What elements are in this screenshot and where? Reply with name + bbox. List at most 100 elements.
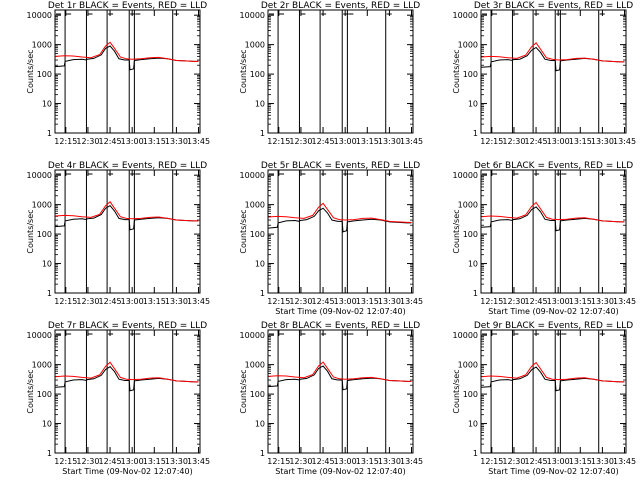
x-tick-label: 12:45 [525, 297, 548, 306]
plot-frame [54, 9, 201, 134]
y-tick-label: 10 [255, 100, 265, 109]
x-tick-label: 13:30 [378, 457, 401, 466]
y-tick-label: 1 [473, 449, 478, 458]
series-events-line [55, 366, 199, 392]
x-tick-label: 13:00 [547, 457, 570, 466]
x-tick-label: 13:15 [143, 137, 166, 146]
x-tick-label: 12:45 [312, 457, 335, 466]
chart-title: Det 9r BLACK = Events, RED = LLD [474, 321, 633, 331]
chart-panel-7: Det 7r BLACK = Events, RED = LLD 1 10 100 10… [26, 321, 210, 476]
x-tick-label: 13:45 [400, 457, 423, 466]
y-tick-label: 10000 [27, 331, 52, 340]
y-tick-label: 1000 [245, 361, 265, 370]
x-tick-label: 13:00 [121, 137, 144, 146]
x-tick-label: 13:15 [143, 457, 166, 466]
x-tick-label: 12:45 [99, 297, 122, 306]
chart-title: Det 2r BLACK = Events, RED = LLD [261, 1, 420, 11]
chart-title: Det 1r BLACK = Events, RED = LLD [48, 1, 207, 11]
series-events-line [268, 365, 412, 391]
x-axis-label: Start Time (09-Nov-02 12:07:40) [275, 467, 405, 476]
chart-title: Det 7r BLACK = Events, RED = LLD [48, 321, 207, 331]
y-axis-label: Counts/sec [26, 49, 35, 93]
x-tick-label: 12:30 [76, 137, 99, 146]
x-tick-label: 12:15 [267, 457, 290, 466]
x-tick-label: 13:15 [356, 137, 379, 146]
x-tick-label: 12:45 [525, 457, 548, 466]
chart-title: Det 5r BLACK = Events, RED = LLD [261, 161, 420, 171]
x-tick-label: 13:45 [187, 297, 210, 306]
chart-panel-1: Det 1r BLACK = Events, RED = LLD 1 10 100 10… [26, 1, 210, 146]
y-axis-label: Counts/sec [452, 209, 461, 253]
y-tick-label: 10000 [240, 11, 265, 20]
y-tick-label: 1000 [245, 201, 265, 210]
y-tick-label: 10000 [453, 171, 478, 180]
x-tick-label: 13:30 [378, 137, 401, 146]
y-tick-label: 10 [468, 260, 478, 269]
y-tick-label: 1 [47, 449, 52, 458]
plot-frame [54, 329, 201, 454]
y-tick-label: 10 [42, 260, 52, 269]
x-tick-label: 13:30 [165, 297, 188, 306]
y-tick-label: 100 [250, 70, 265, 79]
chart-panel-5: Det 5r BLACK = Events, RED = LLD 1 10 100 10… [239, 161, 423, 316]
x-tick-label: 13:15 [569, 137, 592, 146]
series-lld-line [55, 201, 199, 222]
y-tick-label: 1 [260, 449, 265, 458]
y-axis-label: Counts/sec [26, 369, 35, 413]
y-tick-label: 10 [42, 420, 52, 429]
chart-title: Det 3r BLACK = Events, RED = LLD [474, 1, 633, 11]
chart-panel-6: Det 6r BLACK = Events, RED = LLD 1 10 100 10… [452, 161, 636, 316]
y-tick-label: 1 [47, 289, 52, 298]
y-tick-label: 10 [468, 420, 478, 429]
x-tick-label: 13:15 [143, 297, 166, 306]
chart-panel-2: Det 2r BLACK = Events, RED = LLD 1 10 100 10… [239, 1, 423, 146]
x-tick-label: 13:00 [121, 297, 144, 306]
y-axis-label: Counts/sec [239, 49, 248, 93]
x-tick-label: 13:45 [613, 297, 636, 306]
y-tick-label: 10000 [240, 171, 265, 180]
x-tick-label: 13:45 [613, 457, 636, 466]
x-tick-label: 12:45 [99, 457, 122, 466]
x-tick-label: 12:30 [76, 297, 99, 306]
series-lld-line [55, 41, 199, 62]
x-tick-label: 13:00 [547, 297, 570, 306]
y-tick-label: 100 [37, 230, 52, 239]
y-tick-label: 100 [37, 70, 52, 79]
series-lld-line [481, 201, 625, 223]
x-tick-label: 13:00 [334, 297, 357, 306]
y-tick-label: 1 [473, 289, 478, 298]
y-tick-label: 1 [47, 129, 52, 138]
y-tick-label: 100 [463, 390, 478, 399]
x-tick-label: 13:00 [547, 137, 570, 146]
x-tick-label: 13:45 [613, 137, 636, 146]
chart-title: Det 8r BLACK = Events, RED = LLD [261, 321, 420, 331]
series-lld-line [268, 361, 412, 382]
series-events-line [268, 207, 412, 233]
y-tick-label: 1000 [32, 361, 52, 370]
chart-panel-8: Det 8r BLACK = Events, RED = LLD 1 10 100 10… [239, 321, 423, 476]
x-tick-label: 12:15 [54, 297, 77, 306]
plot-frame [267, 329, 414, 454]
y-tick-label: 10000 [240, 331, 265, 340]
plot-frame [480, 329, 627, 454]
y-tick-label: 1 [473, 129, 478, 138]
x-tick-label: 12:30 [502, 137, 525, 146]
x-tick-label: 13:15 [569, 297, 592, 306]
x-tick-label: 13:30 [591, 137, 614, 146]
series-lld-line [481, 361, 625, 383]
y-tick-label: 1000 [458, 41, 478, 50]
x-tick-label: 12:15 [267, 297, 290, 306]
x-tick-label: 12:30 [502, 297, 525, 306]
x-tick-label: 12:30 [289, 297, 312, 306]
series-lld-line [268, 202, 412, 223]
y-tick-label: 1000 [32, 41, 52, 50]
x-tick-label: 13:30 [378, 297, 401, 306]
x-tick-label: 13:30 [591, 297, 614, 306]
y-tick-label: 100 [250, 390, 265, 399]
y-axis-label: Counts/sec [452, 49, 461, 93]
x-axis-label: Start Time (09-Nov-02 12:07:40) [488, 467, 618, 476]
y-tick-label: 10 [42, 100, 52, 109]
x-tick-label: 12:45 [99, 137, 122, 146]
x-tick-label: 12:45 [525, 137, 548, 146]
